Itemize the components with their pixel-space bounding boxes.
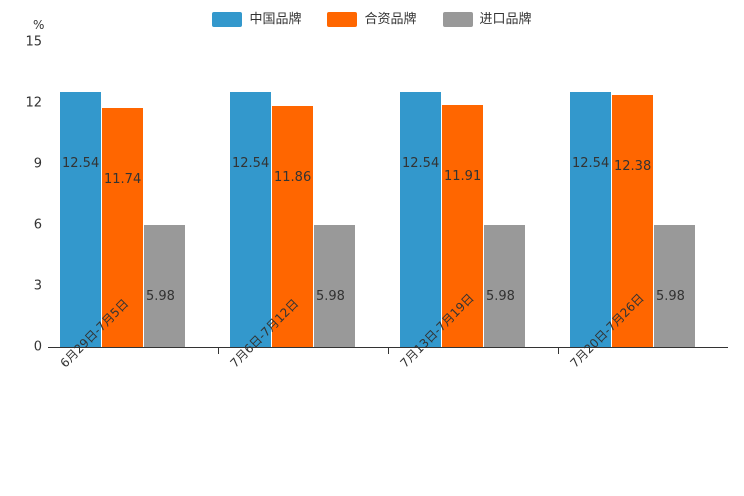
bar-value-label: 12.54 [62, 156, 100, 172]
legend-label: 中国品牌 [249, 12, 302, 27]
bar[interactable] [60, 92, 101, 347]
bar[interactable] [612, 95, 653, 347]
y-axis-tick-label: 12 [25, 95, 42, 111]
legend-swatch-icon [212, 12, 243, 27]
bar[interactable] [144, 225, 185, 347]
bar-group: 12.54 11.91 5.98 [388, 42, 558, 347]
bar[interactable] [230, 92, 271, 347]
bar-value-label: 5.98 [146, 289, 175, 305]
bar[interactable] [484, 225, 525, 347]
y-axis-tick-label: 6 [33, 217, 42, 233]
plot-area: 12.54 11.74 5.98 12.54 11.86 5.98 12.54 11.91 5.… [48, 42, 728, 347]
bar[interactable] [654, 225, 695, 347]
bar[interactable] [442, 104, 483, 347]
bar-value-label: 5.98 [316, 289, 345, 305]
bar[interactable] [314, 225, 355, 347]
bar-value-label: 5.98 [486, 289, 515, 305]
x-axis-line [48, 347, 728, 348]
bar-value-label: 11.86 [274, 169, 312, 185]
legend-swatch-icon [327, 12, 358, 27]
x-axis-tick [558, 348, 559, 354]
y-axis-tick-label: 3 [33, 278, 42, 294]
legend-label: 进口品牌 [479, 12, 532, 27]
x-axis-tick [218, 348, 219, 354]
y-axis-tick-label: 0 [33, 339, 42, 355]
x-axis-tick [388, 348, 389, 354]
y-axis: 0 3 6 9 12 15 [0, 0, 42, 496]
bar[interactable] [400, 92, 441, 347]
legend-item-import-brand[interactable]: 进口品牌 [442, 12, 532, 27]
bar-group: 12.54 12.38 5.98 [558, 42, 728, 347]
bar[interactable] [102, 108, 143, 347]
legend-item-china-brand[interactable]: 中国品牌 [212, 12, 301, 27]
bar-value-label: 12.54 [402, 156, 440, 172]
legend-swatch-icon [442, 12, 473, 27]
y-axis-unit-label: % [33, 18, 45, 32]
bar-group: 12.54 11.86 5.98 [218, 42, 388, 347]
bar-value-label: 11.74 [104, 172, 142, 188]
bar-value-label: 12.54 [572, 156, 610, 172]
bar-value-label: 12.38 [614, 159, 652, 175]
bar-value-label: 12.54 [232, 156, 270, 172]
y-axis-tick-label: 15 [25, 34, 42, 50]
legend-item-joint-venture-brand[interactable]: 合资品牌 [327, 12, 417, 27]
bar-group: 12.54 11.74 5.98 [48, 42, 218, 347]
legend-label: 合资品牌 [364, 12, 417, 27]
bar-value-label: 11.91 [444, 168, 482, 184]
bar-value-label: 5.98 [656, 289, 685, 305]
bar[interactable] [570, 92, 611, 347]
bar[interactable] [272, 105, 313, 347]
y-axis-tick-label: 9 [33, 156, 42, 172]
chart-legend: 中国品牌 合资品牌 进口品牌 [0, 12, 744, 27]
